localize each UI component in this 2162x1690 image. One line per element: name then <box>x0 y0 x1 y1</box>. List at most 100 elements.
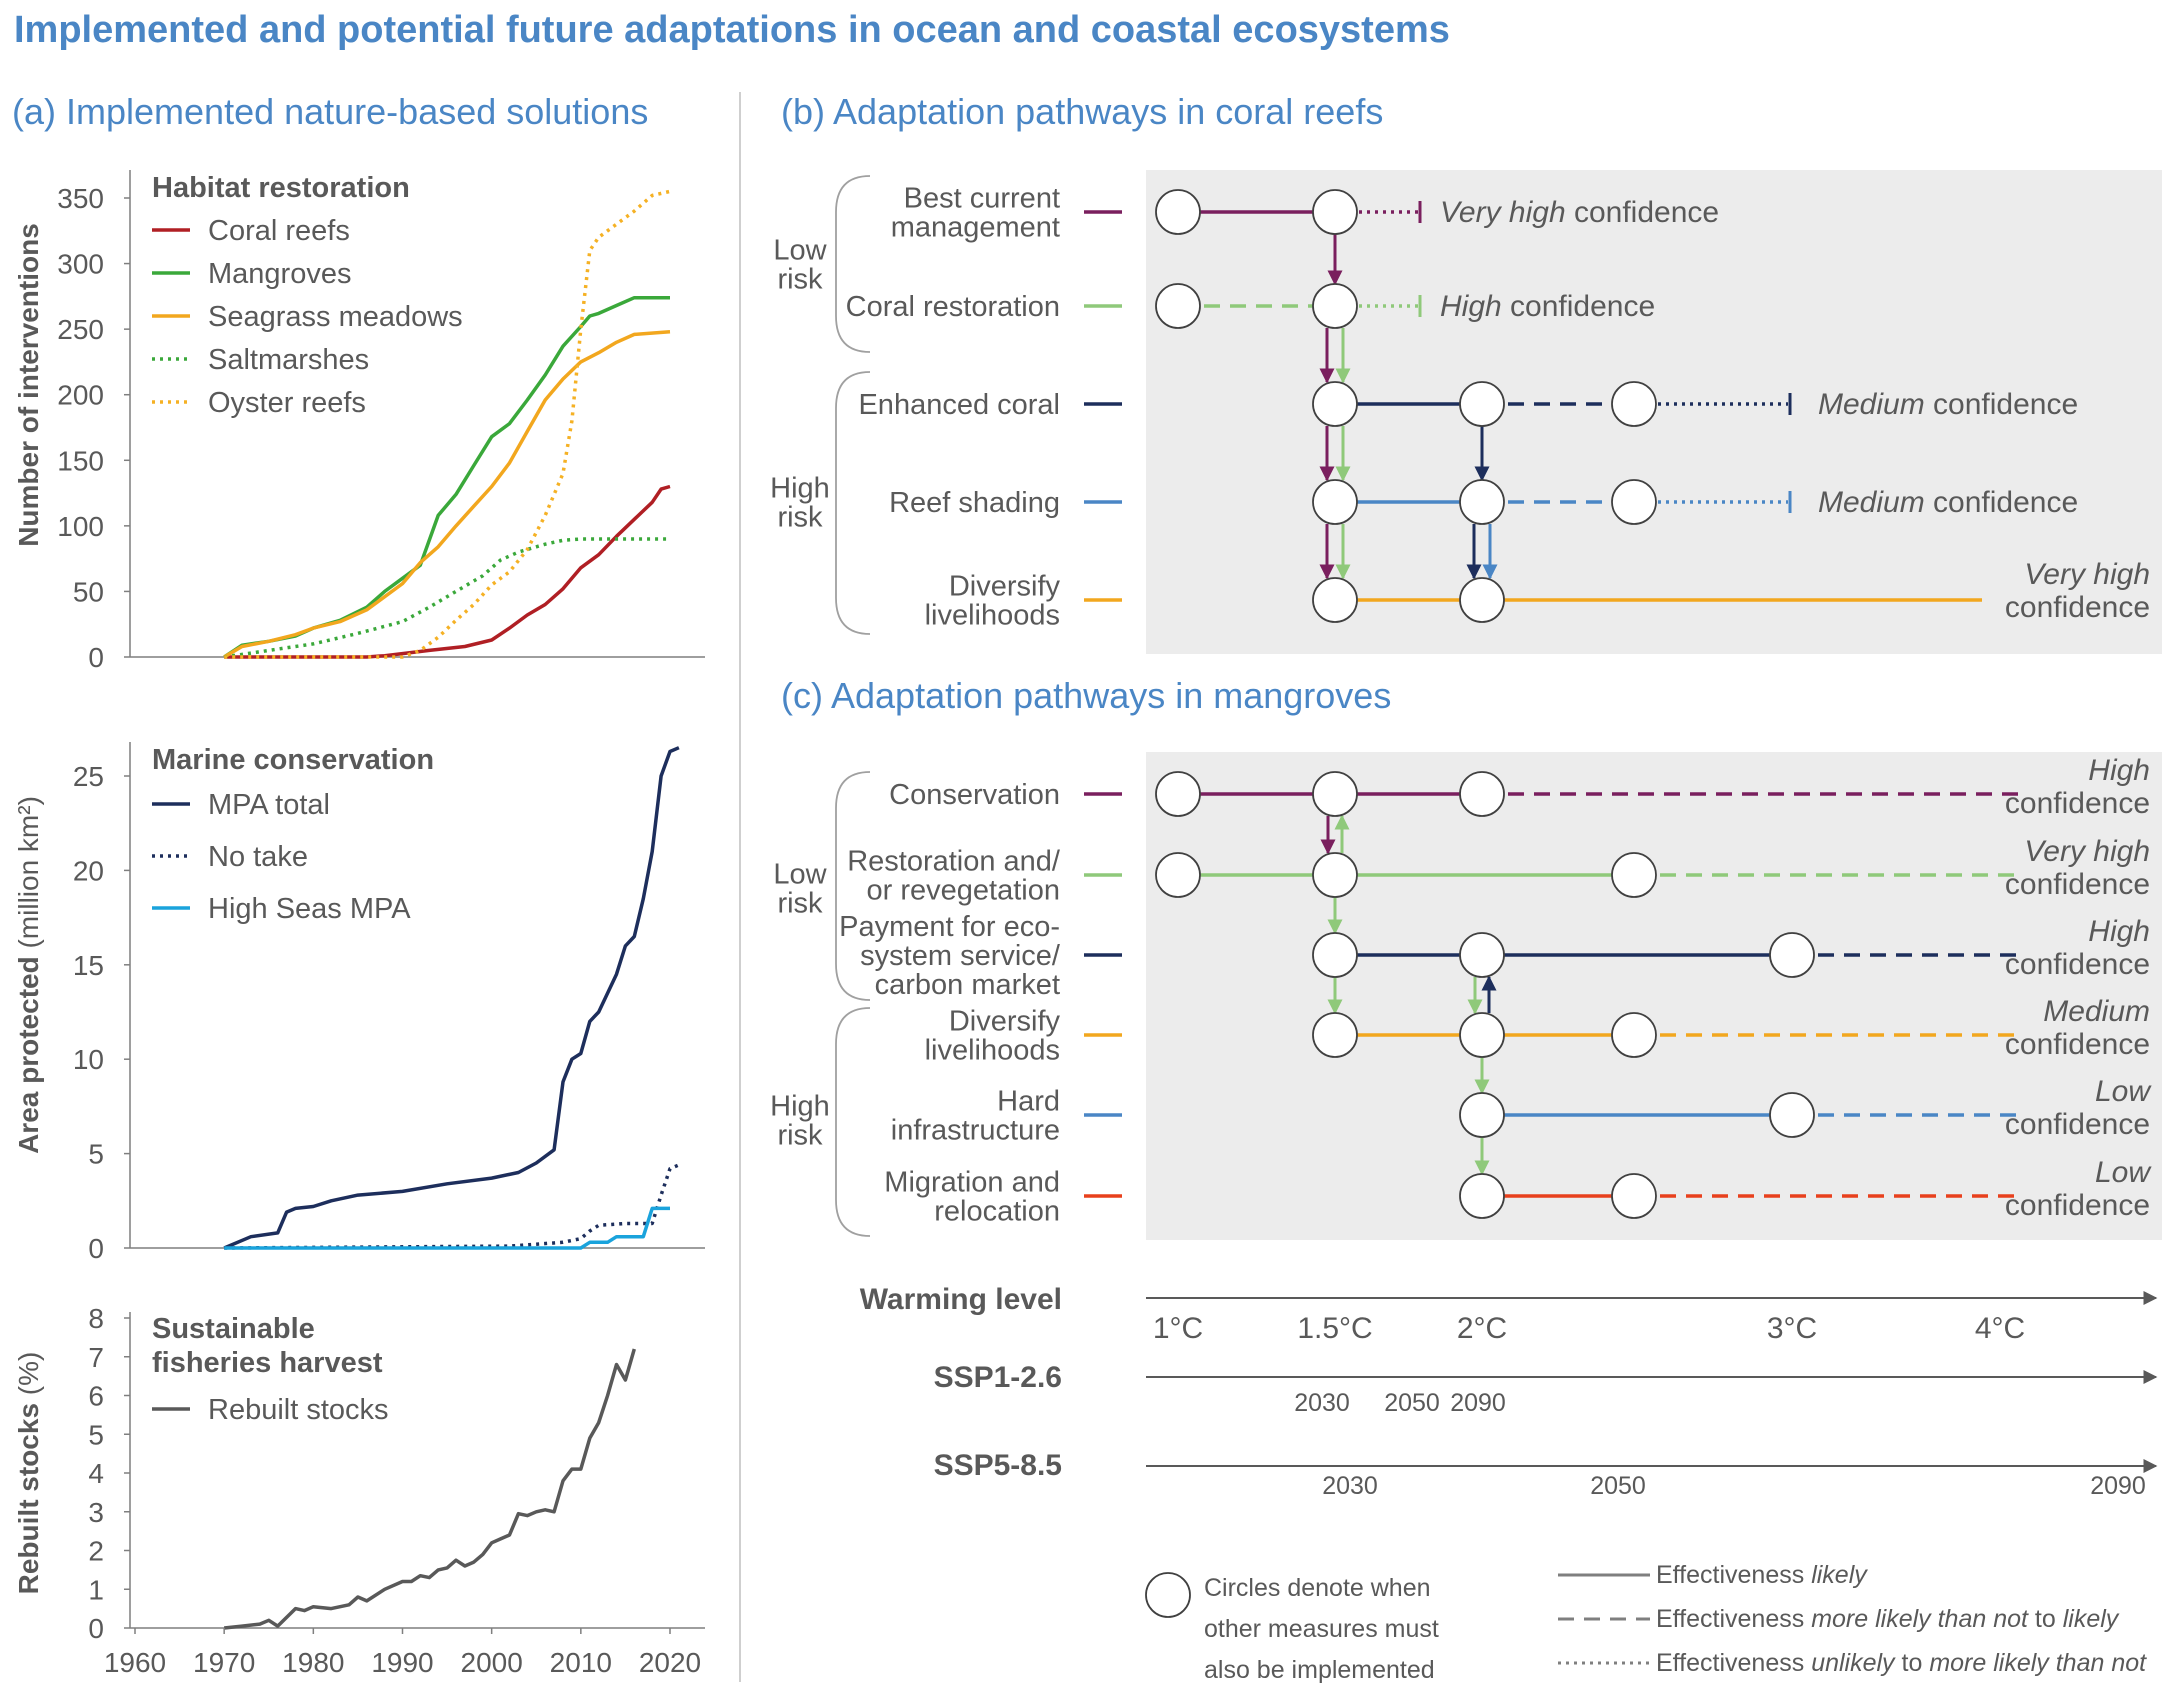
confidence-label: Low <box>2095 1156 2152 1189</box>
ssp1-label: SSP1-2.6 <box>934 1361 1062 1394</box>
y-label-unit: (%) <box>13 1352 44 1403</box>
warming-tick-label: 1.5°C <box>1297 1312 1372 1345</box>
row-label: Reef shading <box>889 487 1060 519</box>
warming-tick-label: 1°C <box>1153 1312 1203 1345</box>
confidence-label-part-0: Medium <box>1818 388 1925 421</box>
group-label: risk <box>777 502 823 534</box>
pathway-circle <box>1312 381 1358 427</box>
legend-line-text-part-3: likely <box>2063 1605 2120 1633</box>
pathway-circle <box>1312 577 1358 623</box>
warming-tick-label: 2°C <box>1457 1312 1507 1345</box>
y-label-unit: (million km²) <box>13 796 44 956</box>
chart-2-y-tick-label: 4 <box>88 1458 104 1489</box>
ssp1-years: 2030 2050 2090 <box>1294 1389 1506 1417</box>
pathway-circle <box>1155 189 1201 235</box>
series-line-no-take <box>224 1163 680 1250</box>
chart-2-y-tick-label: 2 <box>88 1536 104 1567</box>
confidence-label: confidence <box>2005 1028 2150 1061</box>
row-label: or revegetation <box>867 875 1060 907</box>
confidence-label: Very high <box>2024 835 2150 868</box>
pathway-circle <box>1312 189 1358 235</box>
panel-c-heading: (c) Adaptation pathways in mangroves <box>781 675 1391 716</box>
ssp1-year-label: 2030 <box>1294 1389 1350 1417</box>
row-label: Hard <box>997 1086 1060 1118</box>
row-label: Migration and <box>884 1167 1060 1199</box>
pathway-circle <box>1312 283 1358 329</box>
chart-1-y-tick-label: 10 <box>73 1044 104 1075</box>
pathway-circle <box>1611 479 1657 525</box>
row-label: Best current <box>904 183 1060 215</box>
chart-0-y-tick-label: 50 <box>73 576 104 607</box>
group-brace <box>835 371 871 635</box>
pathway-circle <box>1459 479 1505 525</box>
chart-2-title-line-1: Sustainable <box>152 1313 315 1345</box>
pathway-circle <box>1769 932 1815 978</box>
warming-axes: Warming level 1°C 1.5°C 2°C 3°C 4°C SSP1-2.6… <box>860 1283 2158 1500</box>
row-label: Payment for eco- <box>839 911 1060 943</box>
pathway-circle <box>1611 381 1657 427</box>
chart-0-y-tick-label: 350 <box>57 183 104 214</box>
pathway-circle <box>1155 283 1201 329</box>
confidence-label-part-1: confidence <box>1925 486 2078 519</box>
pathway-circle <box>1312 479 1358 525</box>
confidence-label: Low <box>2095 1075 2152 1108</box>
pathway-circle <box>1611 1173 1657 1219</box>
legend-line-text: Effectiveness likely <box>1656 1561 1868 1589</box>
legend-label-saltmarshes: Saltmarshes <box>208 344 369 376</box>
panel-a-heading: (a) Implemented nature-based solutions <box>12 91 648 132</box>
pathway-circle <box>1459 1012 1505 1058</box>
legend-line-text-part-3: more likely than not <box>1929 1649 2147 1677</box>
legend-label-no-take: No take <box>208 841 308 873</box>
confidence-label: Medium <box>2043 995 2150 1028</box>
chart-0-y-tick-label: 200 <box>57 380 104 411</box>
legend-label-high-seas-mpa: High Seas MPA <box>208 893 411 925</box>
group-label: risk <box>777 888 823 920</box>
legend-label-mangroves: Mangroves <box>208 258 351 290</box>
legend-circle-text: also be implemented <box>1204 1656 1435 1684</box>
legend-line-text: Effectiveness more likely than not to li… <box>1656 1605 2120 1633</box>
confidence-label: Medium confidence <box>1818 388 2078 421</box>
legend-line-text-part-2: to <box>1895 1649 1930 1677</box>
pathway-circle <box>1611 852 1657 898</box>
pathway-circle <box>1155 771 1201 817</box>
chart-1-y-tick-label: 5 <box>88 1139 104 1170</box>
ssp5-years: 2030 2050 2090 <box>1322 1472 2146 1500</box>
pathway-circle <box>1312 771 1358 817</box>
confidence-label: High <box>2088 754 2150 787</box>
chart-2-y-label: Rebuilt stocks (%) <box>13 1352 44 1595</box>
chart-0-y-tick-label: 150 <box>57 445 104 476</box>
chart-2-title-line-2: fisheries harvest <box>152 1347 383 1379</box>
chart-2: 0 1 2 3 4 5 6 7 8 Rebuilt stocks (%) Sustainablefi… <box>13 1303 705 1644</box>
confidence-label-part-0: High <box>1440 290 1502 323</box>
warming-level-label: Warming level <box>860 1283 1062 1316</box>
chart-2-y-tick-label: 5 <box>88 1419 104 1450</box>
confidence-label: High confidence <box>1440 290 1655 323</box>
figure-title: Implemented and potential future adaptat… <box>14 9 1450 51</box>
group-brace <box>835 1007 871 1237</box>
chart-1-y-tick-label: 25 <box>73 761 104 792</box>
series-line-coral-reefs <box>224 484 671 659</box>
confidence-label: Very high <box>2024 558 2150 591</box>
chart-2-y-tick-label: 8 <box>88 1303 104 1334</box>
series-line-high-seas-mpa <box>224 1206 670 1250</box>
chart-0-y-tick-label: 300 <box>57 249 104 280</box>
legend-line-text-part-0: Effectiveness <box>1656 1561 1811 1589</box>
pathway-circle <box>1459 1173 1505 1219</box>
group-brace <box>835 771 871 1001</box>
warming-tick-label: 3°C <box>1767 1312 1817 1345</box>
group-label: risk <box>777 264 823 296</box>
chart-0-y-tick-label: 250 <box>57 314 104 345</box>
series-line-rebuilt-stocks <box>224 1348 636 1630</box>
group-label: High <box>770 1091 830 1123</box>
pathway-circle <box>1312 1012 1358 1058</box>
series-line-seagrass-meadows <box>223 330 671 659</box>
chart-0-y-tick-label: 100 <box>57 511 104 542</box>
legend: Circles denote when other measures must al… <box>1145 1561 2147 1684</box>
chart-1-y-tick-label: 15 <box>73 950 104 981</box>
pathway-circle <box>1459 577 1505 623</box>
confidence-label: confidence <box>2005 1108 2150 1141</box>
pathway-circle <box>1155 852 1201 898</box>
x-tick-label: 2000 <box>461 1647 523 1678</box>
